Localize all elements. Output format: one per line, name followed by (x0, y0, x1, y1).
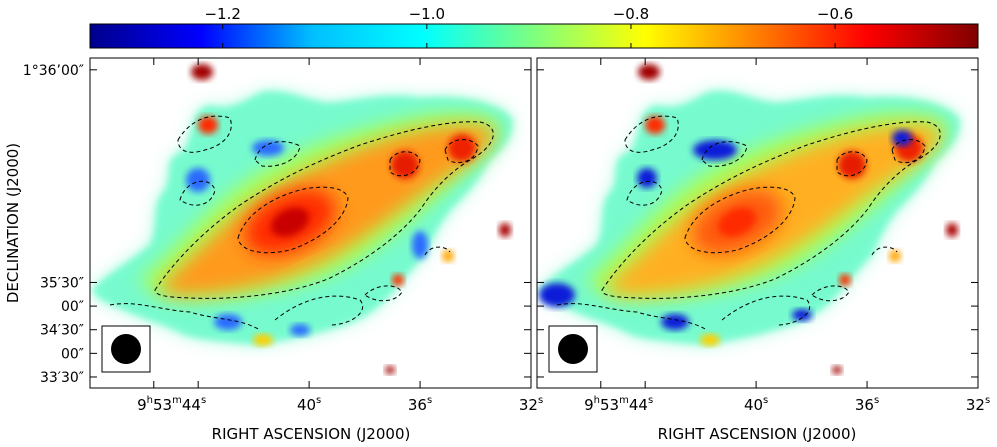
dashed-contour (274, 295, 363, 326)
dashed-contour (179, 180, 216, 206)
outlying-source (839, 274, 851, 286)
outlying-source (198, 116, 218, 134)
dashed-contour (444, 139, 479, 164)
dashed-contour (836, 151, 868, 177)
blue-patch (661, 314, 689, 330)
colorbar-strip (89, 23, 979, 49)
x-axis-label-right: RIGHT ASCENSION (J2000) (658, 425, 857, 443)
ra-tick-label: 9h53m44s (584, 395, 653, 414)
panel-frame (536, 57, 979, 389)
blue-patch (252, 140, 284, 156)
ra-tick-label: 32s (519, 395, 543, 414)
beam-ellipse (558, 334, 588, 364)
dashed-contour (721, 295, 810, 326)
spectral-map (92, 64, 513, 374)
outlying-source (191, 64, 213, 80)
dashed-contour (601, 121, 941, 299)
outlying-source (499, 223, 511, 237)
panel-frame (89, 57, 532, 389)
colorbar-tick-label: −0.8 (613, 5, 649, 23)
outlying-source (638, 64, 660, 80)
dashed-contour (154, 121, 494, 299)
ra-tick-label: 36s (855, 395, 879, 414)
blue-patch (892, 130, 912, 146)
ra-tick-label: 9h53m44s (137, 395, 206, 414)
ra-tick-label: 40s (297, 395, 321, 414)
red-knot (838, 151, 866, 179)
outlying-source (253, 334, 273, 346)
outlying-source (946, 223, 958, 237)
colorbar-tick-label: −0.6 (817, 5, 853, 23)
dashed-contour (237, 186, 349, 254)
dashed-contour (177, 115, 232, 153)
outlying-source (385, 366, 395, 374)
dec-tick-label: 33′30″ (40, 370, 84, 386)
blue-patch (539, 283, 575, 307)
dashed-contour (254, 141, 301, 167)
dashed-contour (389, 151, 421, 177)
colorbar-tick-label: −1.0 (409, 5, 445, 23)
dec-tick-label: 35′30″ (40, 275, 84, 291)
beam-ellipse (111, 334, 141, 364)
blue-patch (412, 231, 428, 259)
ra-tick-label: 32s (966, 395, 990, 414)
dec-tick-label: 34′30″ (40, 323, 84, 339)
dashed-contour (424, 246, 451, 256)
dashed-contour (624, 115, 679, 153)
outlying-source (700, 334, 720, 346)
core-peak (271, 207, 309, 237)
colorbar-tick-label: −1.2 (204, 5, 240, 23)
dashed-contour (556, 303, 708, 331)
dashed-contour (871, 246, 898, 256)
outlying-source (442, 250, 454, 262)
dec-tick-label: 00″ (61, 299, 84, 315)
y-axis-label: DECLINATION (J2000) (4, 143, 22, 303)
outlying-source (392, 274, 404, 286)
ra-tick-label: 36s (408, 395, 432, 414)
dashed-contour (109, 303, 261, 331)
dec-tick-label: 00″ (61, 346, 84, 362)
blue-patch (792, 309, 812, 321)
x-axis-label-left: RIGHT ASCENSION (J2000) (212, 425, 411, 443)
panel-left: 1°36’00″ 35′30″ 00″ 34′30″ 00″ 33′30″ 9h53m44s… (23, 57, 543, 414)
dashed-contour (701, 141, 748, 167)
blue-patch (290, 324, 310, 336)
dashed-contour (891, 139, 926, 164)
blue-patch (214, 314, 242, 330)
dec-tick-label: 1°36’00″ (23, 63, 84, 79)
core-peak (718, 207, 756, 237)
outlying-source (832, 366, 842, 374)
dashed-contour (626, 180, 663, 206)
ra-tick-label: 40s (744, 395, 768, 414)
dashed-contour (684, 186, 796, 254)
spectral-map (539, 64, 960, 374)
colorbar-ticks: −1.2 −1.0 −0.8 −0.6 (204, 5, 853, 48)
red-knot (448, 134, 476, 162)
outlying-source (645, 116, 665, 134)
blue-patch (637, 168, 657, 188)
blue-patch (693, 140, 737, 160)
outlying-source (889, 250, 901, 262)
colorbar: −1.2 −1.0 −0.8 −0.6 (89, 5, 979, 49)
red-knot (391, 151, 419, 179)
blue-patch (186, 168, 210, 192)
panel-right: 9h53m44s 40s 36s 32s (536, 57, 990, 414)
